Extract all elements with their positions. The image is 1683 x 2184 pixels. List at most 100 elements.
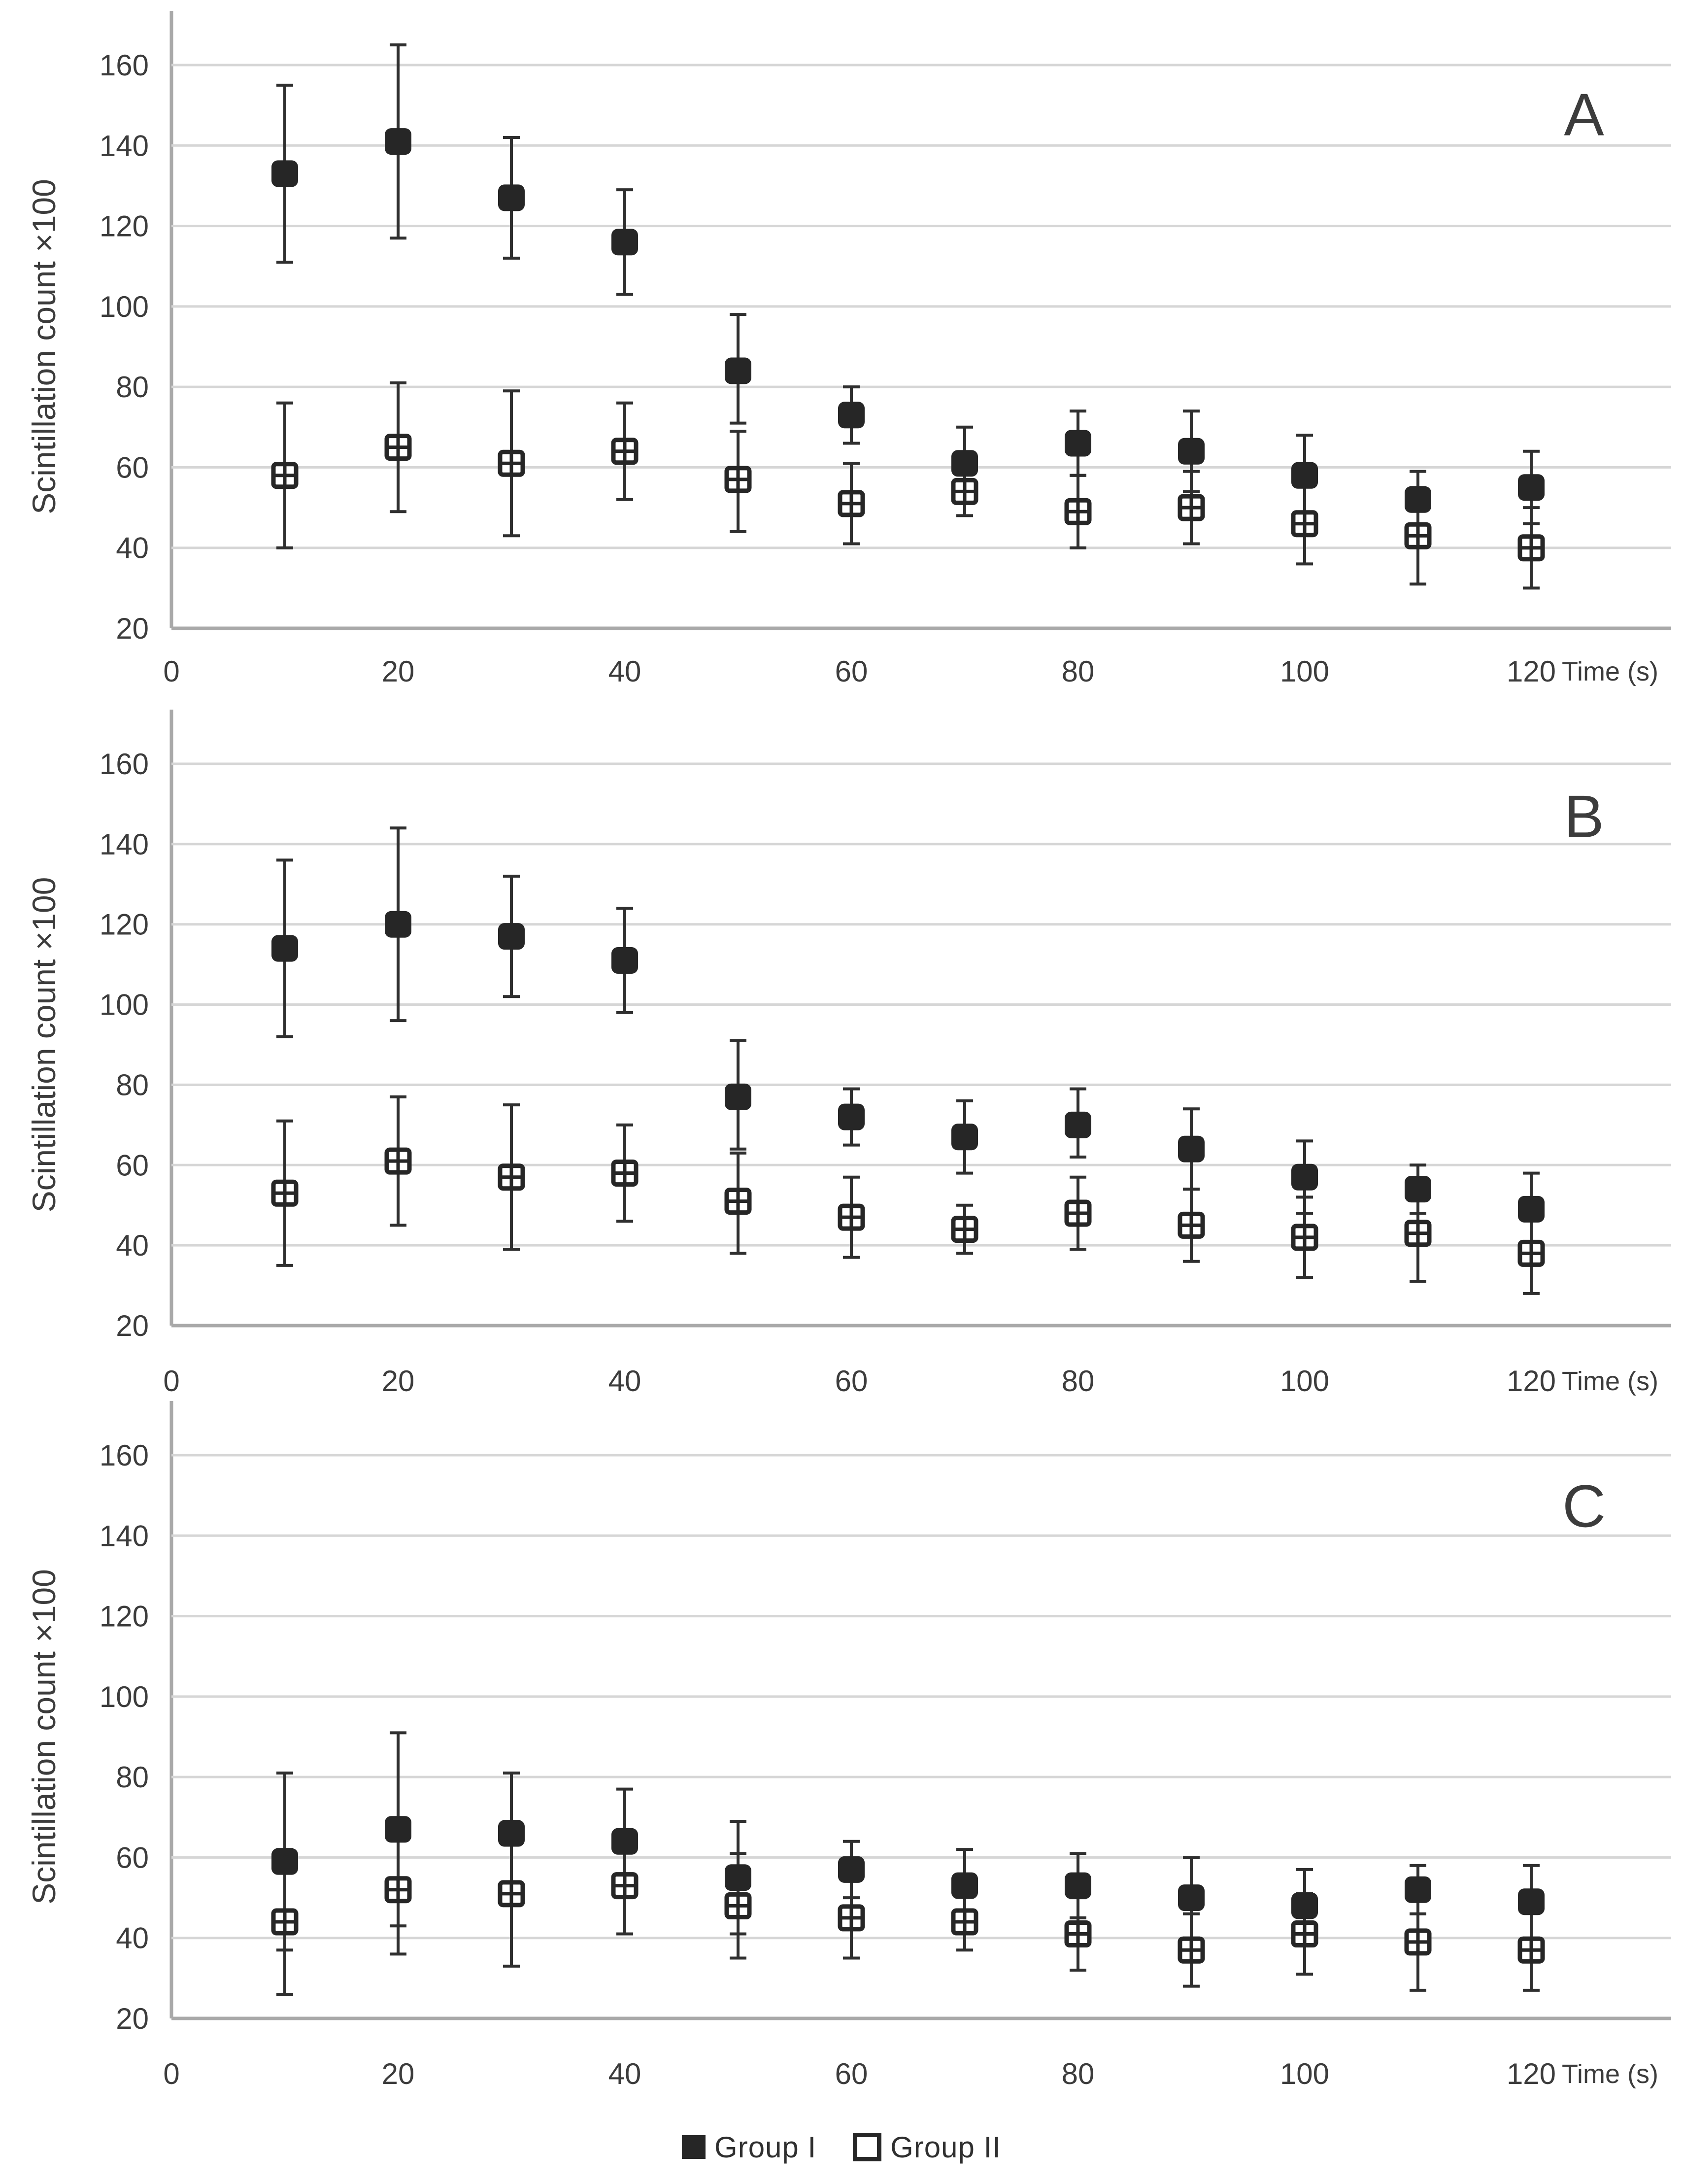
- y-tick-label: 160: [100, 748, 149, 781]
- y-tick-label: 20: [116, 2002, 149, 2035]
- panel-letter: A: [1564, 81, 1604, 148]
- x-tick-label: 0: [163, 1365, 179, 1398]
- group-1-marker: [385, 911, 411, 938]
- group-1-marker: [611, 1828, 638, 1855]
- group-1-marker: [1065, 1872, 1091, 1899]
- y-axis-title: Scintillation count ×100: [26, 179, 62, 514]
- x-tick-label: 120: [1507, 1365, 1556, 1398]
- x-tick-label: 100: [1280, 1365, 1329, 1398]
- legend-item-group-2: Group II: [853, 2130, 1001, 2164]
- x-axis-title: Time (s): [1562, 1366, 1658, 1396]
- y-axis-title: Scintillation count ×100: [26, 877, 62, 1213]
- x-tick-label: 0: [163, 655, 179, 688]
- group-1-marker: [1178, 438, 1205, 465]
- x-tick-label: 20: [382, 655, 415, 688]
- group-1-marker: [271, 935, 298, 962]
- group-1-marker: [271, 1848, 298, 1875]
- panel-C: 160 140 120 100 80 60 40 20 0 20 40 60 80 100 120 Time …: [0, 1399, 1683, 2110]
- group-1-marker: [838, 1856, 865, 1883]
- panel-B: 160 140 120 100 80 60 40 20 0 20 40 60 80 100 120 Time …: [0, 700, 1683, 1399]
- group-1-marker: [1291, 462, 1318, 489]
- group-1-marker: [611, 947, 638, 974]
- legend-item-group-1: Group I: [682, 2130, 816, 2164]
- y-tick-label: 40: [116, 1922, 149, 1955]
- group-1-marker: [838, 402, 865, 429]
- legend: Group I Group II: [0, 2110, 1683, 2184]
- y-tick-label: 60: [116, 1149, 149, 1182]
- y-tick-label: 100: [100, 1680, 149, 1713]
- filled-square-icon: [682, 2135, 706, 2159]
- y-tick-label: 140: [100, 129, 149, 162]
- y-tick-label: 40: [116, 1229, 149, 1262]
- group-1-marker: [1405, 1876, 1431, 1903]
- group-1-marker: [271, 160, 298, 187]
- x-tick-label: 40: [608, 1365, 641, 1398]
- open-square-icon: [853, 2133, 882, 2161]
- y-tick-label: 120: [100, 210, 149, 243]
- y-axis-title: Scintillation count ×100: [26, 1569, 62, 1905]
- group-1-marker: [1518, 1195, 1545, 1223]
- y-tick-label: 100: [100, 989, 149, 1022]
- group-1-marker: [1178, 1884, 1205, 1911]
- group-1-marker: [1065, 430, 1091, 457]
- group-1-marker: [951, 450, 978, 477]
- y-tick-label: 120: [100, 1600, 149, 1633]
- group-1-marker: [385, 128, 411, 155]
- y-tick-label: 140: [100, 828, 149, 861]
- x-tick-label: 60: [835, 655, 868, 688]
- x-tick-label: 60: [835, 1365, 868, 1398]
- x-tick-label: 80: [1062, 2057, 1095, 2090]
- x-tick-label: 0: [163, 2057, 179, 2090]
- x-tick-label: 120: [1507, 2057, 1556, 2090]
- group-1-marker: [838, 1103, 865, 1130]
- group-1-marker: [1291, 1163, 1318, 1191]
- y-tick-label: 120: [100, 908, 149, 941]
- group-1-marker: [1405, 1176, 1431, 1203]
- group-1-marker: [1065, 1111, 1091, 1138]
- group-1-marker: [498, 184, 525, 211]
- x-tick-label: 20: [382, 1365, 415, 1398]
- x-tick-label: 80: [1062, 1365, 1095, 1398]
- legend-label-group-2: Group II: [890, 2130, 1001, 2164]
- group-1-marker: [951, 1872, 978, 1899]
- group-1-marker: [1178, 1135, 1205, 1162]
- group-1-marker: [725, 1083, 751, 1110]
- group-1-marker: [611, 229, 638, 256]
- y-tick-label: 160: [100, 49, 149, 82]
- x-tick-label: 80: [1062, 655, 1095, 688]
- x-tick-label: 100: [1280, 2057, 1329, 2090]
- legend-label-group-1: Group I: [714, 2130, 817, 2164]
- group-1-marker: [1518, 474, 1545, 501]
- group-1-marker: [1518, 1888, 1545, 1915]
- x-tick-label: 120: [1507, 655, 1556, 688]
- group-1-marker: [951, 1124, 978, 1151]
- x-tick-label: 60: [835, 2057, 868, 2090]
- panel-letter: C: [1562, 1473, 1606, 1540]
- panel-letter: B: [1564, 783, 1604, 850]
- y-tick-label: 80: [116, 1068, 149, 1101]
- y-tick-label: 20: [116, 612, 149, 645]
- panel-A: 160 140 120 100 80 60 40 20 0 20 40 60 80 100 120 Time …: [0, 0, 1683, 700]
- y-tick-label: 80: [116, 1761, 149, 1794]
- x-axis-title: Time (s): [1562, 2059, 1658, 2089]
- y-tick-label: 60: [116, 451, 149, 484]
- x-tick-label: 100: [1280, 655, 1329, 688]
- y-tick-label: 160: [100, 1439, 149, 1472]
- group-1-marker: [725, 357, 751, 384]
- x-tick-label: 20: [382, 2057, 415, 2090]
- group-1-marker: [385, 1816, 411, 1843]
- group-1-marker: [498, 923, 525, 950]
- x-tick-label: 40: [608, 655, 641, 688]
- y-tick-label: 80: [116, 371, 149, 404]
- x-axis-title: Time (s): [1562, 657, 1658, 686]
- y-tick-label: 40: [116, 532, 149, 565]
- x-tick-label: 40: [608, 2057, 641, 2090]
- group-1-marker: [725, 1864, 751, 1891]
- y-tick-label: 100: [100, 290, 149, 323]
- group-1-marker: [1405, 486, 1431, 513]
- group-1-marker: [498, 1820, 525, 1847]
